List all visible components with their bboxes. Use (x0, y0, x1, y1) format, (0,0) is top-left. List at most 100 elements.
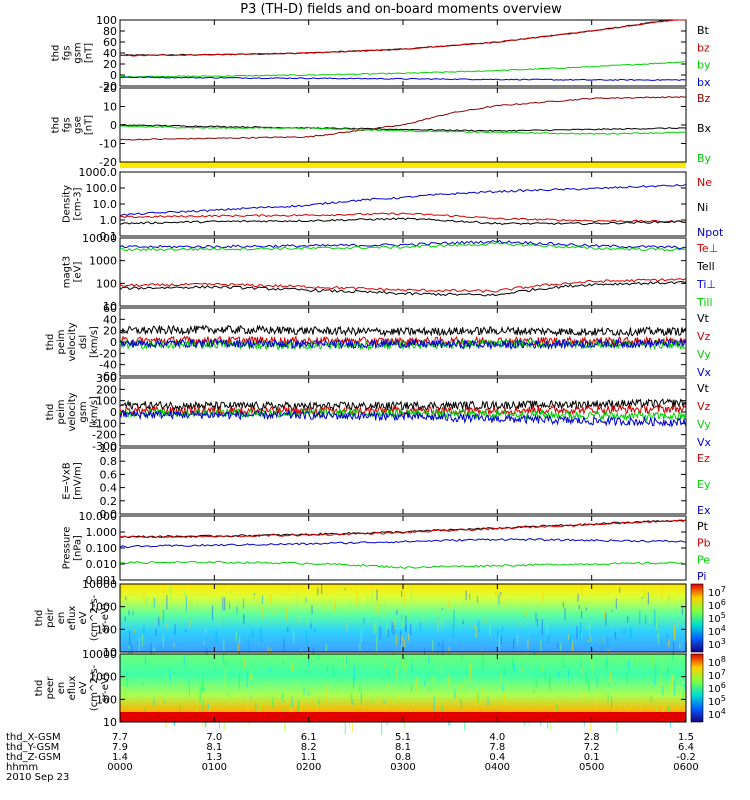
spectrogram-texture (131, 644, 133, 655)
y-tick-label: 1000 (89, 671, 117, 684)
spectrogram-texture (336, 686, 338, 696)
y-tick-label: 10000 (82, 232, 117, 245)
y-tick-label: -300 (92, 440, 117, 453)
spectrogram-texture (159, 603, 161, 620)
spectrogram-texture (173, 643, 175, 648)
y-axis-label: [nT] (84, 43, 95, 63)
spectrogram-texture (290, 703, 292, 713)
spectrogram-texture (293, 681, 295, 686)
spectrogram-texture (423, 647, 426, 654)
spectrogram-texture (588, 679, 590, 692)
x-tick-label: 0000 (107, 762, 132, 773)
series-line-ne (119, 212, 687, 223)
y-tick-label: 60 (103, 302, 117, 315)
spectrogram-texture (613, 707, 615, 712)
spectrogram-texture (486, 688, 488, 693)
spectrogram-texture (619, 587, 621, 593)
y-axis-label: [nPa] (73, 535, 84, 561)
spectrogram-texture (189, 618, 191, 628)
spectrogram-texture (600, 670, 603, 677)
spectrogram-texture (387, 628, 389, 638)
spectrogram-texture (126, 677, 128, 688)
y-axis-label: (cm^2-s- (89, 594, 100, 641)
spectrogram-texture (408, 633, 410, 641)
spectrogram-texture (305, 597, 307, 603)
spectrogram-texture (611, 696, 613, 709)
legend-till: Till (696, 296, 713, 309)
spectrogram-texture (269, 667, 271, 672)
spectrogram-texture (400, 630, 402, 645)
spectrogram-texture (188, 680, 190, 685)
spectrogram-texture (503, 694, 506, 704)
spectrogram-texture (630, 704, 632, 710)
spectrogram-texture (380, 603, 383, 618)
spectrogram-texture (129, 605, 131, 611)
spectrogram-texture (250, 666, 252, 671)
panel-4 (119, 237, 687, 307)
y-axis-label: peim (56, 329, 67, 354)
spectrogram-texture (359, 642, 361, 658)
spectrogram-texture (400, 590, 403, 597)
spectrogram-texture (578, 604, 580, 610)
y-tick-label: 0.1 (100, 230, 118, 243)
x-row-label: hhmm (6, 762, 38, 773)
spectrogram-texture (536, 618, 539, 627)
spectrogram-texture (314, 627, 316, 633)
y-tick-label: 100 (96, 693, 117, 706)
spectrogram-texture (128, 645, 130, 650)
spectrogram-texture (568, 676, 570, 685)
spectrogram-texture (346, 622, 348, 633)
spectrogram-texture (564, 680, 566, 687)
spectrogram-texture (203, 640, 205, 646)
spectrogram-texture (230, 590, 232, 594)
spectrogram-texture (585, 607, 587, 611)
spectrogram-texture (533, 690, 535, 693)
x-tick-label: 0.1 (584, 752, 600, 763)
y-axis-label: Pressure (62, 527, 73, 570)
spectrogram-texture (564, 608, 566, 620)
colorbar-tick-label: 106 (708, 598, 726, 612)
y-axis-label: [cm-3] (73, 187, 84, 220)
spectrogram-texture (653, 623, 656, 628)
colorbar-tick-label: 107 (708, 668, 726, 682)
spectrogram-texture (558, 695, 561, 705)
spectrogram-texture (291, 663, 294, 672)
y-axis-label: eflux (67, 606, 78, 631)
spectrogram-texture (153, 698, 155, 706)
spectrogram-texture (384, 662, 386, 668)
colorbar-tick-label: 104 (708, 624, 726, 638)
y-axis-label: thd (34, 610, 45, 627)
spectrogram-texture (409, 624, 412, 636)
spectrogram-texture (609, 672, 612, 681)
spectrogram-texture (213, 606, 215, 610)
y-axis-label: thd (51, 117, 62, 134)
panel-1 (119, 19, 687, 87)
spectrogram-texture (169, 585, 171, 599)
colorbar-tick-label: 105 (708, 611, 726, 625)
spectrogram-texture (188, 685, 190, 697)
spectrogram-texture (271, 594, 273, 606)
spectrogram-texture (331, 610, 334, 615)
spectrogram-texture (388, 673, 390, 678)
y-axis-label: eV (78, 681, 89, 694)
spectrogram-texture (654, 609, 656, 625)
spectrogram-texture (325, 602, 327, 613)
y-axis-label: fgs (62, 117, 73, 132)
spectrogram-texture (586, 625, 588, 630)
spectrogram-texture (475, 627, 477, 638)
spectrogram-texture (376, 636, 378, 652)
spectrogram-texture (218, 718, 221, 729)
spectrogram-texture (683, 683, 686, 690)
spectrogram-texture (626, 671, 628, 684)
series-line-bz (119, 95, 687, 141)
y-tick-label: 10 (103, 646, 117, 659)
spectrogram-texture (334, 598, 336, 613)
spectrogram-texture (664, 664, 667, 670)
spectrogram-texture (401, 635, 403, 641)
spectrogram-texture (339, 667, 341, 671)
spectrogram-texture (402, 656, 404, 668)
spectrogram-texture (326, 684, 328, 700)
legend-bt: Bt (697, 24, 710, 37)
spectrogram-texture (308, 667, 310, 670)
colorbar-tick-label: 108 (708, 655, 726, 669)
